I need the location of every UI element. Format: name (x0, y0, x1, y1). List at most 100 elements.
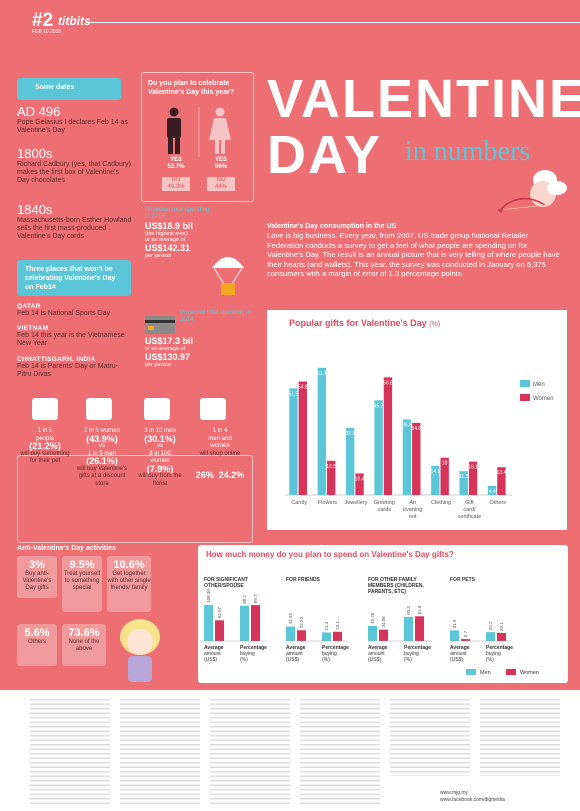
anti-item: 73.6% None of the above (62, 624, 106, 666)
main-title-in-numbers: in numbers (405, 136, 531, 167)
legend-swatch (520, 380, 530, 387)
bar-women (440, 457, 449, 495)
credits-column (210, 696, 290, 806)
data-label: 89.7 (253, 594, 258, 603)
pct-label: Percentage (322, 645, 349, 651)
credits-column (390, 696, 470, 776)
avg-label: Average (286, 645, 306, 651)
data-label: 45.7 (374, 403, 384, 409)
credits-column (480, 696, 560, 776)
group-title: FOR FRIENDS (286, 577, 321, 583)
legend-swatch (506, 669, 516, 675)
credit-card-icon (145, 316, 175, 334)
bar-men (487, 485, 497, 495)
spend-bar (251, 605, 260, 641)
popular-gifts-chart: Popular gifts for Valentine's Day (%) 51.… (267, 310, 567, 530)
legend-label: Men (533, 382, 545, 388)
spend-bar (415, 616, 424, 641)
spending-2014-values: US$17.3 bil or an average of US$130.97 p… (145, 336, 194, 368)
cupid-illustration (497, 170, 567, 213)
data-label: 11.5 (459, 474, 469, 480)
bar-women (355, 473, 364, 495)
footer-website[interactable]: www.mjg.my (440, 790, 469, 796)
data-label: 23.1 (335, 621, 340, 630)
consumption-heading: Valentine's Day consumption in the US (267, 223, 397, 230)
data-label: 62.07 (217, 607, 222, 619)
avg-label: amount (450, 651, 467, 657)
page-header: #2 FEB 10 2015 titbits (0, 0, 580, 40)
bar-women (383, 377, 393, 495)
credits-column (120, 696, 200, 806)
gift-icon (86, 398, 112, 420)
spend-bar (486, 632, 495, 641)
celebrate-question: Do you plan to celebrate Valentine's Day… (148, 80, 235, 96)
avg-label: Average (450, 645, 470, 651)
pct-label: Percentage (240, 645, 267, 651)
data-label: 36.5 (402, 422, 412, 428)
spending-2015: Projected total spending in 2015 US$18.9… (145, 207, 210, 259)
people-stat-florist: 3 in 10 men (30.1%) vs 8 in 100 women (7… (138, 428, 182, 487)
anti-item: 3% Buy anti-Valentine's Day gifts (17, 556, 57, 598)
spend-bar (204, 604, 213, 641)
credits-footer: www.mjg.my www.facebook.com/digmedia (0, 690, 580, 811)
avg-label: Average (204, 645, 224, 651)
data-label: 21.4 (324, 621, 329, 630)
spend-bar (450, 630, 459, 641)
category-label: Others (490, 500, 507, 506)
pct-label: Percentage (404, 645, 431, 651)
main-title-day: DAY (267, 125, 383, 185)
data-label: 31.9 (452, 619, 457, 628)
men-no-stat: NO 46.3% (162, 177, 190, 191)
three-places-heading: Three places that won't be celebrating V… (17, 260, 131, 296)
spend-bar (404, 616, 413, 641)
chart-bg (267, 310, 567, 530)
group-title: MEMBERS (CHILDREN, (368, 583, 424, 589)
pct-label: (%) (486, 657, 494, 663)
chart-title: Popular gifts for Valentine's Day (%) (289, 318, 440, 328)
anti-item: 5.6% Others (17, 624, 57, 666)
celebrate-question-box: Do you plan to celebrate Valentine's Day… (141, 72, 254, 202)
spending-2014: Projected total spending in 2014 (180, 310, 251, 323)
bar-women (298, 381, 307, 495)
gift-icon (144, 398, 170, 420)
popular-gifts-panel: Popular gifts for Valentine's Day (%) 51.… (267, 310, 567, 530)
pct-label: buying (240, 651, 255, 657)
date-item: 1840s Massachusetts-born Esther Howland … (17, 202, 132, 240)
pct-label: (%) (322, 657, 330, 663)
consumption-paragraph: Love is big business. Every year, from 2… (267, 231, 560, 278)
category-label: card/ (463, 507, 476, 513)
category-label: out (409, 514, 417, 520)
bar-men (459, 471, 468, 495)
pct-label: (%) (240, 657, 248, 663)
man-icon (167, 107, 181, 154)
gift-icon (32, 398, 58, 420)
spend-bar (497, 632, 506, 641)
spend-bar (297, 630, 306, 641)
bar-men (346, 428, 355, 495)
pct-label: buying (404, 651, 419, 657)
group-title: OTHER/SPOUSE (204, 583, 244, 589)
gift-icon (200, 398, 226, 420)
men-yes-stat: YES 53.7% (167, 157, 185, 170)
place-item: VIETNAM Feb 14 this year is the Vietname… (17, 325, 125, 347)
avg-label: amount (286, 651, 303, 657)
data-label: 34.8 (411, 426, 421, 432)
spend-bar (368, 625, 377, 641)
online-men: 26% (195, 470, 214, 480)
bar-women (497, 467, 506, 495)
people-stat-discount: 2 in 5 women (43.9%) vs 1 in 5 men (26.1… (76, 428, 128, 487)
data-label: 54.8 (298, 384, 308, 390)
chart-title: How much money do you plan to spend on V… (206, 550, 454, 559)
data-label: 22.2 (488, 621, 493, 630)
parachute-gift-icon (212, 257, 244, 295)
place-item: QATAR Feb 14 is National Sports Day (17, 303, 110, 317)
footer-social[interactable]: www.facebook.com/digmedia (440, 797, 505, 803)
spend-bar (286, 626, 295, 641)
avg-label: (US$) (450, 657, 463, 663)
main-title-valentines: VALENTINE'S (267, 69, 580, 129)
data-label: 43.42 (288, 613, 293, 625)
bar-men (317, 367, 326, 495)
spend-bar (215, 620, 224, 641)
spend-chart: How much money do you plan to spend on V… (204, 550, 539, 676)
